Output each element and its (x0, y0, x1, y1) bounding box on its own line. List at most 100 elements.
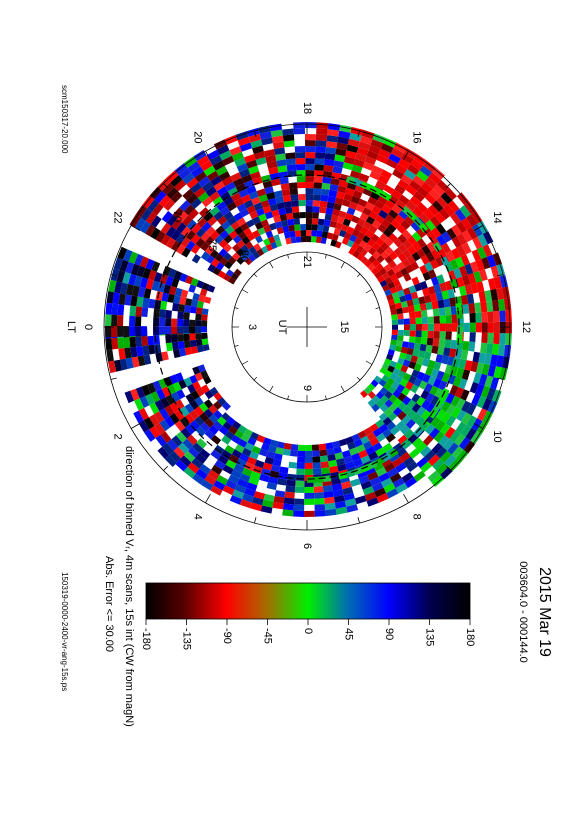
velocity-cell (120, 282, 129, 295)
velocity-cell (375, 263, 384, 272)
velocity-cell (240, 222, 249, 232)
velocity-cell (250, 139, 263, 149)
velocity-cell (250, 471, 261, 480)
velocity-cell (238, 188, 249, 198)
velocity-cell (354, 495, 367, 505)
velocity-cell (183, 333, 190, 342)
velocity-cell (354, 152, 367, 162)
velocity-cell (296, 462, 305, 469)
velocity-cell (266, 160, 278, 169)
velocity-cell (288, 461, 297, 469)
velocity-cell (275, 153, 286, 161)
velocity-cell (413, 191, 425, 202)
velocity-cell (141, 326, 148, 336)
velocity-cell (285, 485, 296, 493)
velocity-cell (144, 429, 156, 442)
ut-tick (356, 376, 361, 381)
velocity-cell (140, 208, 153, 221)
velocity-cell (406, 461, 419, 473)
velocity-cell (497, 344, 506, 357)
velocity-cell (119, 259, 129, 273)
velocity-cell (228, 230, 238, 240)
velocity-cell (201, 181, 214, 192)
velocity-cell (133, 410, 144, 424)
velocity-cell (349, 447, 359, 456)
velocity-cell (283, 231, 291, 239)
velocity-cell (311, 236, 317, 243)
velocity-cell (455, 302, 463, 312)
velocity-cell (142, 345, 150, 356)
velocity-cell (334, 452, 344, 460)
velocity-cell (375, 237, 385, 247)
velocity-cell (200, 251, 210, 261)
velocity-cell (438, 338, 446, 348)
velocity-cell (455, 398, 466, 410)
colorbar-ticks: -180 -135 -90 -45 0 45 90 135 180 (140, 619, 476, 650)
velocity-cell (106, 291, 115, 304)
velocity-cell (432, 458, 445, 471)
velocity-cell (178, 167, 192, 180)
velocity-cell (409, 324, 416, 331)
velocity-cell (403, 287, 411, 296)
velocity-cell (476, 395, 487, 409)
velocity-cell (161, 210, 173, 223)
velocity-cell (360, 256, 369, 265)
velocity-cell (412, 175, 425, 187)
velocity-cell (384, 214, 395, 224)
velocity-cell (172, 302, 180, 312)
hour-tick (205, 493, 211, 504)
ut-tick (340, 261, 345, 269)
velocity-cell (463, 322, 470, 333)
colorbar (145, 582, 471, 620)
velocity-cell (177, 334, 184, 342)
velocity-cell (411, 402, 422, 413)
velocity-cell (397, 434, 408, 445)
velocity-cell (201, 326, 208, 333)
velocity-cell (239, 168, 251, 178)
velocity-cell (456, 409, 467, 422)
velocity-cell (177, 304, 185, 313)
velocity-cell (131, 285, 140, 297)
velocity-cell (311, 444, 320, 451)
velocity-cell (332, 440, 341, 449)
velocity-cell (355, 245, 364, 254)
velocity-cell (384, 370, 393, 378)
velocity-cell (165, 394, 175, 406)
velocity-cell (410, 221, 421, 232)
velocity-cell (416, 170, 429, 182)
velocity-cell (185, 393, 195, 404)
velocity-cell (180, 237, 191, 248)
velocity-direction-map (105, 122, 512, 517)
velocity-cell (443, 204, 455, 217)
velocity-cell (186, 193, 198, 205)
velocity-cell (182, 188, 194, 201)
velocity-cell (461, 400, 472, 413)
velocity-cell (196, 438, 207, 449)
velocity-cell (130, 346, 138, 358)
velocity-cell (191, 254, 201, 264)
velocity-cell (184, 275, 194, 285)
velocity-cell (305, 224, 312, 231)
velocity-cell (231, 449, 242, 459)
velocity-cell (374, 200, 385, 210)
velocity-cell (436, 370, 445, 381)
lt-tick-label: 0 (82, 324, 94, 330)
velocity-cell (394, 214, 405, 225)
velocity-cell (169, 374, 179, 385)
velocity-cell (163, 199, 176, 211)
velocity-cell (393, 297, 401, 304)
velocity-cell (248, 133, 261, 143)
velocity-cell (170, 191, 183, 204)
velocity-cell (431, 442, 443, 455)
velocity-cell (419, 165, 433, 177)
velocity-cell (360, 226, 369, 235)
velocity-cell (244, 249, 253, 258)
velocity-cell (363, 440, 373, 450)
velocity-cell (317, 218, 325, 226)
velocity-cell (179, 406, 190, 417)
velocity-cell (373, 375, 382, 384)
velocity-cell (201, 384, 210, 394)
velocity-cell (458, 378, 468, 390)
velocity-cell (460, 389, 470, 401)
hour-tick (110, 274, 117, 277)
